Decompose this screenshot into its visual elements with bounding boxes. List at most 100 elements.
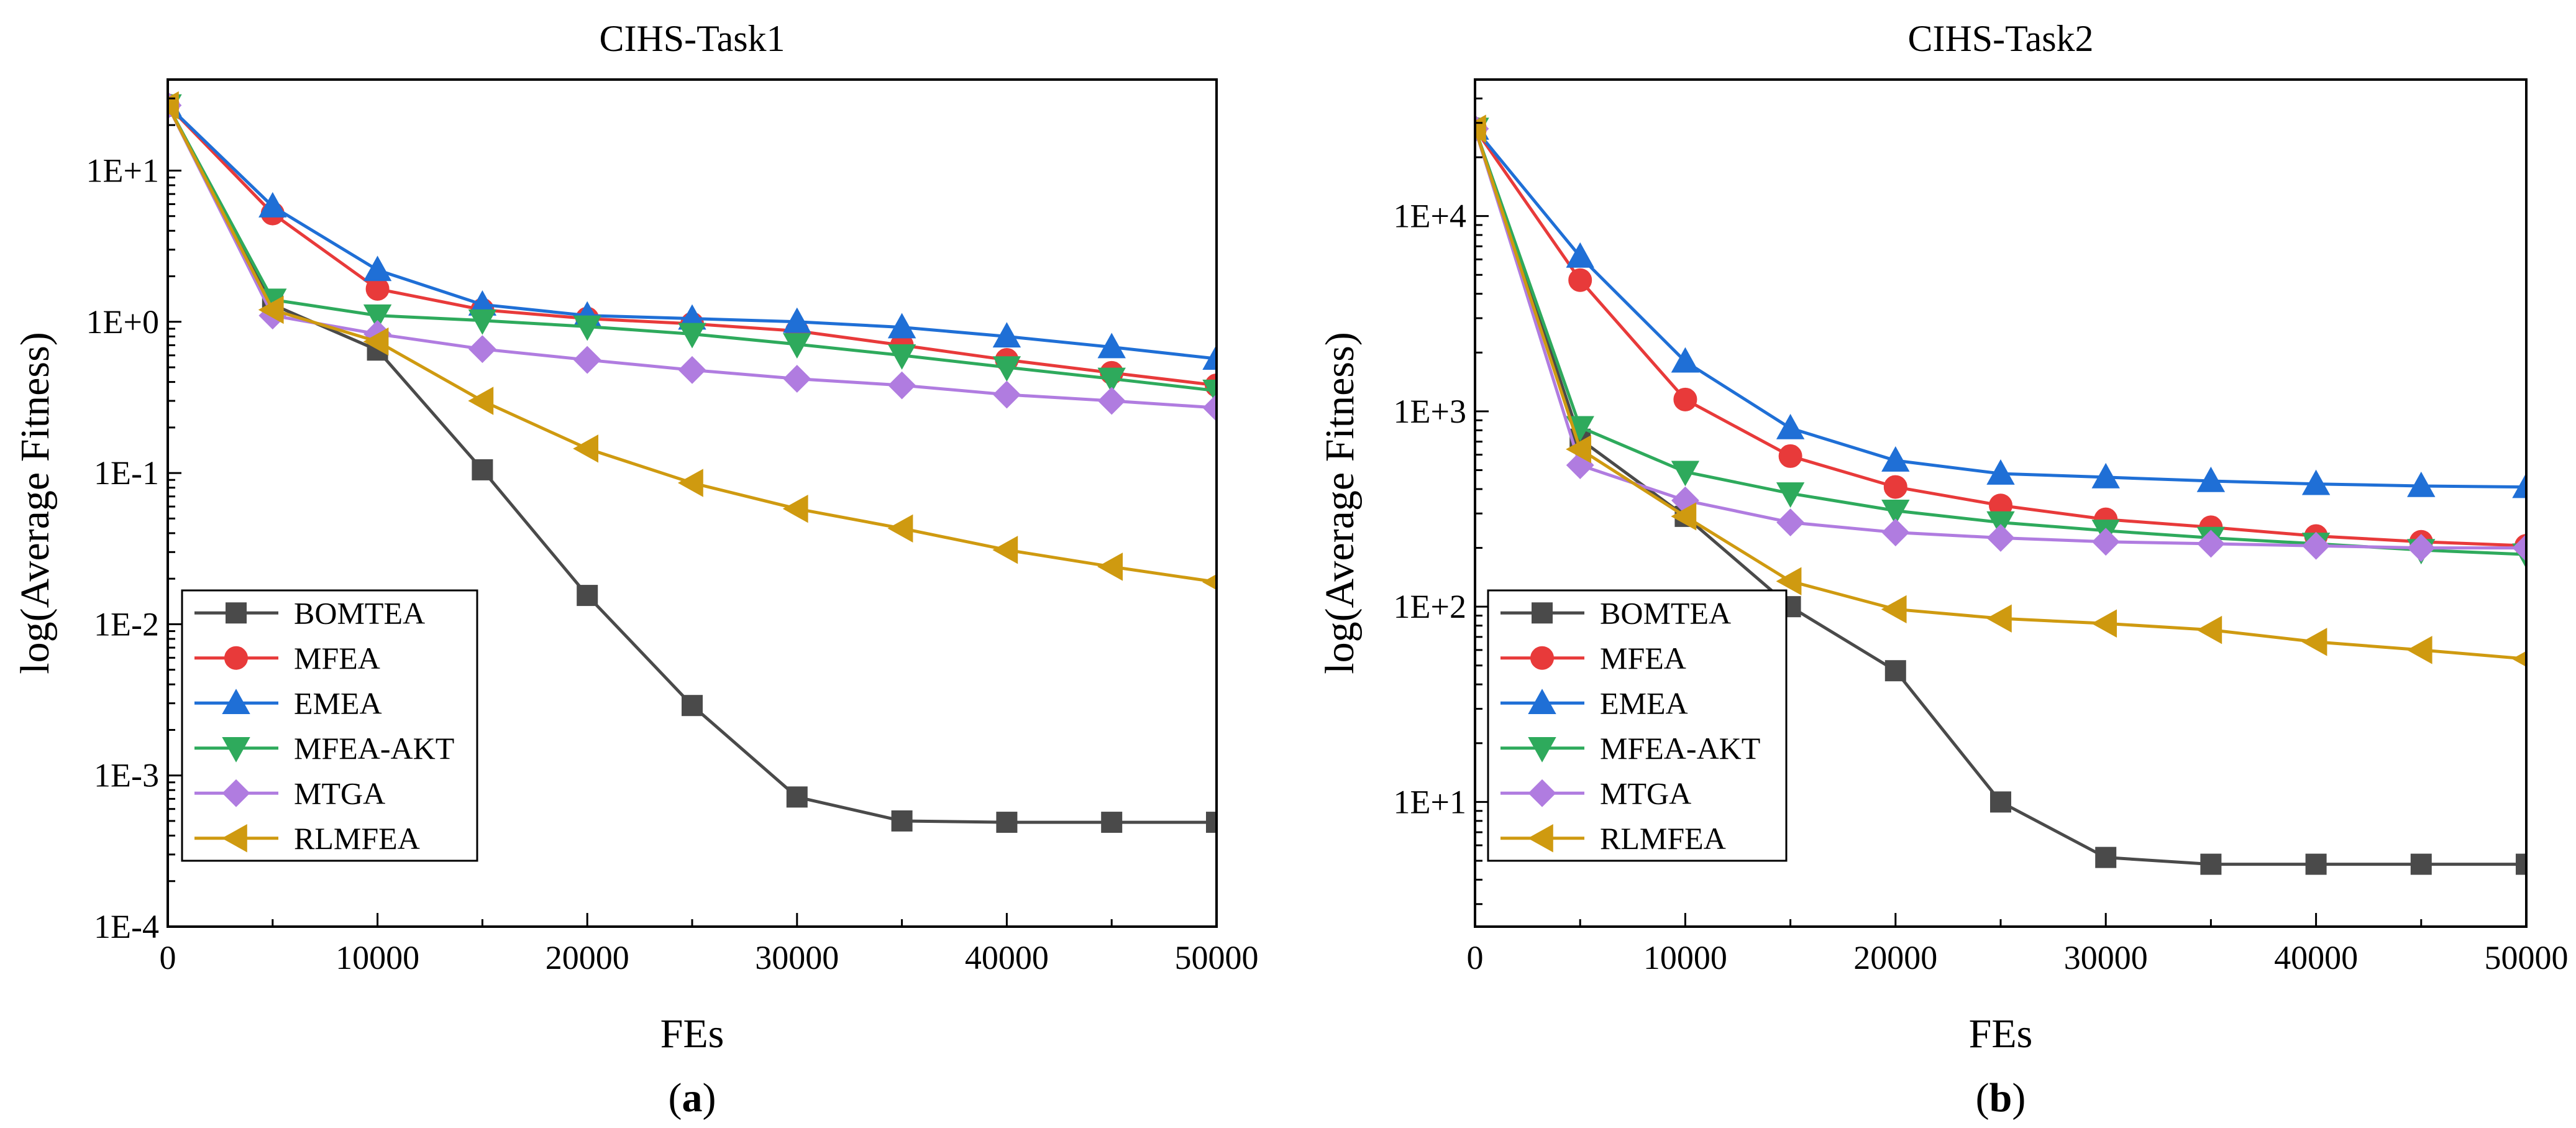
legend-box	[1487, 589, 1788, 862]
data-point-rlmfea	[1776, 567, 1802, 595]
panel-label-letter: a	[682, 1075, 703, 1121]
data-point-bomtea	[2516, 853, 2526, 875]
data-point-mtga	[468, 335, 496, 364]
data-point-rlmfea	[1881, 595, 1907, 624]
legend-marker-mfea-akt	[222, 736, 250, 763]
data-point-mfea-akt	[1776, 482, 1805, 508]
y-tick-label: 1E+3	[1394, 393, 1466, 430]
y-tick-label: 1E+0	[86, 303, 159, 341]
data-point-mtga	[888, 371, 916, 400]
x-tick-label: 20000	[1853, 939, 1937, 976]
legend-label-mfea-akt: MFEA-AKT	[1600, 731, 1760, 766]
data-point-bomtea	[2200, 853, 2222, 875]
legend-label-mtga: MTGA	[294, 776, 385, 810]
legend: BOMTEA MFEA EMEA MFEA-AKT MTGA RLMFEA	[181, 589, 478, 862]
legend-item-mfea-akt: MFEA-AKT	[1500, 731, 1760, 766]
data-point-emea	[783, 307, 811, 333]
y-tick-label: 1E-1	[94, 454, 159, 492]
legend-marker-mfea	[1530, 646, 1554, 670]
legend-item-mtga: MTGA	[1500, 776, 1691, 810]
data-point-rlmfea	[573, 434, 598, 463]
data-point-emea	[363, 255, 392, 282]
data-point-rlmfea	[1671, 502, 1697, 531]
data-point-emea	[258, 191, 287, 218]
data-point-mtga	[1097, 387, 1126, 415]
x-tick-label: 30000	[2064, 939, 2148, 976]
series-line-rlmfea	[1475, 128, 2526, 661]
legend-marker-rlmfea	[221, 824, 247, 853]
legend-label-mfea: MFEA	[294, 641, 380, 676]
legend-item-emea: EMEA	[194, 686, 382, 720]
legend-label-mtga: MTGA	[1600, 776, 1691, 810]
legend-label-mfea-akt: MFEA-AKT	[294, 731, 454, 766]
data-point-mtga	[992, 380, 1021, 409]
legend-marker-bomtea	[226, 602, 247, 624]
data-point-bomtea	[2410, 853, 2432, 875]
data-point-bomtea	[682, 695, 703, 717]
data-point-rlmfea	[1475, 114, 1486, 143]
data-point-mtga	[573, 346, 601, 374]
y-tick-label: 1E+1	[1394, 783, 1466, 820]
data-layer	[168, 91, 1217, 833]
legend-label-bomtea: BOMTEA	[1600, 595, 1731, 630]
data-point-rlmfea	[1566, 435, 1591, 464]
x-tick-label: 0	[1467, 939, 1484, 976]
data-point-emea	[887, 313, 916, 339]
data-point-mtga	[2091, 528, 2120, 556]
data-point-rlmfea	[258, 295, 284, 324]
y-tick-label: 1E-2	[94, 605, 159, 643]
data-point-rlmfea	[168, 91, 179, 120]
data-point-mtga	[2302, 531, 2331, 560]
y-tick-label: 1E+4	[1394, 198, 1466, 235]
data-point-mtga	[783, 365, 811, 393]
data-point-mfea-akt	[363, 304, 392, 330]
data-point-bomtea	[577, 585, 598, 607]
legend-item-mfea: MFEA	[194, 641, 380, 676]
data-point-emea	[2512, 472, 2526, 498]
data-point-emea	[2091, 462, 2120, 488]
data-point-mfea-akt	[573, 315, 601, 341]
data-point-rlmfea	[992, 536, 1018, 564]
panel-label-open: (	[1976, 1075, 1989, 1121]
data-point-rlmfea	[363, 327, 389, 356]
data-point-rlmfea	[887, 514, 913, 543]
data-point-bomtea	[2305, 853, 2327, 875]
legend-marker-mfea	[224, 646, 248, 670]
legend-label-emea: EMEA	[294, 686, 382, 720]
data-point-rlmfea	[1202, 574, 1217, 590]
data-point-bomtea	[1206, 812, 1217, 833]
data-point-mfea-akt	[783, 333, 811, 359]
data-point-mfea-akt	[468, 309, 497, 335]
chart-panel-b: CIHS-Task2 0 10000 20000 30000 40000 50000 1E+1…	[1317, 18, 2569, 1121]
data-point-rlmfea	[2091, 609, 2117, 638]
data-point-rlmfea	[2196, 615, 2222, 644]
data-point-mfea-akt	[1881, 499, 1910, 525]
chart-title: CIHS-Task1	[599, 18, 785, 59]
legend-item-bomtea: BOMTEA	[194, 595, 425, 630]
x-tick-label: 40000	[2274, 939, 2358, 976]
data-point-rlmfea	[1097, 553, 1123, 581]
chart-panel-a: CIHS-Task1 0 10000 20000 30000 40000 50000 1E-4…	[12, 18, 1259, 1121]
series-line-emea	[1475, 127, 2526, 489]
panel-label: (b)	[1976, 1075, 2026, 1121]
legend-marker-emea	[222, 689, 250, 715]
data-point-bomtea	[1884, 660, 1906, 682]
panel-label-letter: b	[1989, 1075, 2012, 1121]
y-axis-label: log(Average Fitness)	[1317, 332, 1363, 674]
data-layer	[1475, 114, 2526, 875]
data-point-emea	[1566, 242, 1594, 268]
data-point-bomtea	[1990, 791, 2011, 813]
legend-item-mtga: MTGA	[194, 776, 385, 810]
y-tick-label: 1E+2	[1394, 588, 1466, 625]
panel-label-close: )	[2012, 1075, 2026, 1121]
legend-marker-rlmfea	[1527, 824, 1553, 853]
legend-item-rlmfea: RLMFEA	[194, 821, 420, 856]
data-point-emea	[1776, 413, 1805, 439]
x-tick-label: 10000	[336, 939, 419, 976]
data-point-mtga	[1776, 508, 1805, 537]
x-tick-label: 50000	[2485, 939, 2569, 976]
panel-label: (a)	[669, 1075, 716, 1121]
x-tick-label: 30000	[755, 939, 839, 976]
data-point-mfea	[1778, 444, 1802, 468]
data-point-mtga	[2407, 534, 2436, 562]
